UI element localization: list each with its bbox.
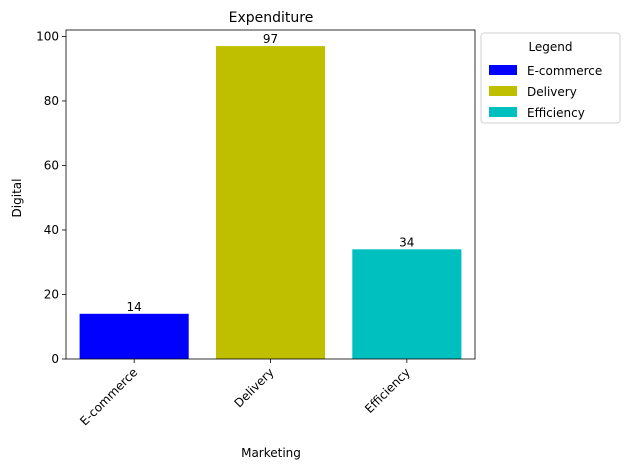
legend-title: Legend	[528, 40, 572, 54]
legend-swatch	[489, 86, 517, 96]
x-axis-label: Marketing	[241, 446, 301, 460]
x-tick-label: Efficiency	[362, 365, 413, 416]
bar-efficiency	[352, 249, 462, 359]
bar-e-commerce	[79, 313, 189, 359]
legend: Legend E-commerce Delivery Efficiency	[480, 32, 621, 124]
data-label: 97	[263, 32, 278, 46]
legend-swatch	[489, 65, 517, 75]
legend-entry: E-commerce	[527, 64, 602, 78]
data-label: 14	[127, 300, 142, 314]
legend-entry: Efficiency	[527, 106, 585, 120]
plot-area: 14 E-commerce 97 Delivery 34 Efficiency 0 20 40 6…	[36, 29, 476, 428]
y-tick-label: 40	[44, 223, 59, 237]
legend-box	[480, 32, 621, 124]
y-tick-label: 0	[51, 352, 59, 366]
chart-title: Expenditure	[229, 10, 314, 26]
data-label: 34	[399, 235, 414, 249]
legend-entry: Delivery	[527, 85, 577, 99]
y-tick-label: 60	[44, 159, 59, 173]
legend-swatch	[489, 107, 517, 117]
y-axis-label: Digital	[10, 179, 24, 218]
y-tick-label: 80	[44, 94, 59, 108]
x-tick-label: E-commerce	[77, 365, 140, 428]
plot-frame	[65, 29, 476, 360]
bar-delivery	[216, 46, 326, 359]
x-tick-label: Delivery	[231, 365, 276, 410]
y-tick-label: 100	[36, 30, 59, 44]
y-tick-label: 20	[44, 288, 59, 302]
